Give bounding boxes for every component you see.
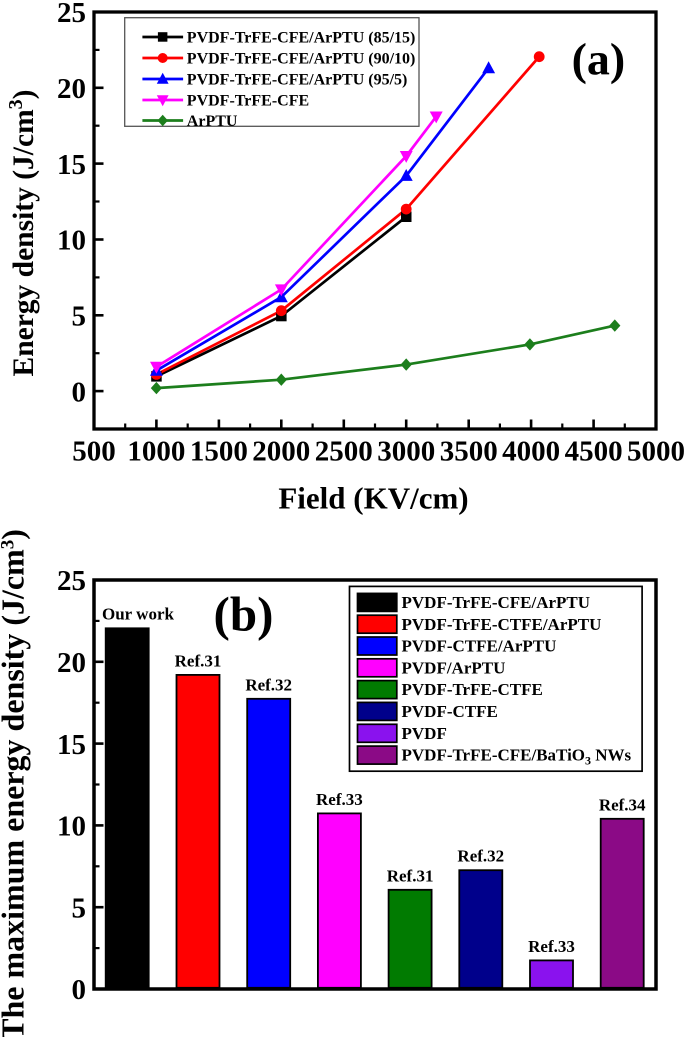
svg-text:The maximum energy density (J/: The maximum energy density (J/cm3) (0, 529, 31, 1037)
svg-text:10: 10 (57, 811, 86, 843)
svg-text:3500: 3500 (440, 436, 498, 468)
svg-text:PVDF/ArPTU: PVDF/ArPTU (402, 658, 506, 677)
svg-text:PVDF-TrFE-CTFE/ArPTU: PVDF-TrFE-CTFE/ArPTU (402, 615, 602, 634)
svg-text:Ref.32: Ref.32 (457, 847, 504, 866)
svg-text:3000: 3000 (377, 436, 435, 468)
svg-text:Ref.34: Ref.34 (599, 795, 646, 814)
svg-text:2500: 2500 (315, 436, 373, 468)
svg-text:ArPTU: ArPTU (187, 113, 238, 130)
svg-text:5: 5 (72, 892, 87, 924)
svg-text:PVDF-CTFE: PVDF-CTFE (402, 702, 498, 721)
svg-text:PVDF-TrFE-CTFE: PVDF-TrFE-CTFE (402, 680, 543, 699)
svg-text:Ref.32: Ref.32 (245, 675, 292, 694)
svg-text:4000: 4000 (502, 436, 560, 468)
svg-text:PVDF-TrFE-CFE/ArPTU: PVDF-TrFE-CFE/ArPTU (402, 593, 591, 612)
svg-text:Energy density (J/cm3): Energy density (J/cm3) (5, 90, 40, 377)
svg-text:(a): (a) (572, 34, 626, 85)
svg-text:25: 25 (57, 0, 86, 29)
svg-text:PVDF-TrFE-CFE/ArPTU (90/10): PVDF-TrFE-CFE/ArPTU (90/10) (187, 51, 416, 68)
svg-text:0: 0 (72, 376, 87, 408)
svg-text:PVDF-CTFE/ArPTU: PVDF-CTFE/ArPTU (402, 637, 557, 656)
svg-text:5000: 5000 (627, 436, 685, 468)
svg-text:15: 15 (57, 149, 86, 181)
svg-text:5: 5 (72, 301, 87, 333)
svg-text:PVDF-TrFE-CFE/ArPTU (85/15): PVDF-TrFE-CFE/ArPTU (85/15) (187, 30, 416, 47)
svg-text:20: 20 (57, 647, 86, 679)
svg-text:500: 500 (72, 436, 116, 468)
svg-text:0: 0 (72, 974, 87, 1006)
svg-text:1000: 1000 (127, 436, 185, 468)
svg-text:Ref.31: Ref.31 (387, 866, 434, 885)
svg-text:PVDF: PVDF (402, 724, 447, 743)
svg-text:Field (KV/cm): Field (KV/cm) (278, 481, 468, 516)
svg-text:PVDF-TrFE-CFE/ArPTU (95/5): PVDF-TrFE-CFE/ArPTU (95/5) (187, 72, 408, 89)
svg-text:25: 25 (57, 565, 86, 597)
svg-text:20: 20 (57, 73, 86, 105)
svg-text:Ref.33: Ref.33 (316, 790, 363, 809)
svg-text:Ref.31: Ref.31 (175, 651, 222, 670)
svg-text:4500: 4500 (565, 436, 623, 468)
svg-text:Our work: Our work (102, 605, 174, 624)
svg-text:PVDF-TrFE-CFE: PVDF-TrFE-CFE (187, 93, 309, 110)
svg-text:(b): (b) (214, 587, 274, 642)
svg-text:10: 10 (57, 225, 86, 257)
svg-text:1500: 1500 (190, 436, 248, 468)
svg-text:2000: 2000 (252, 436, 310, 468)
svg-text:15: 15 (57, 729, 86, 761)
svg-text:PVDF-TrFE-CFE/BaTiO3 NWs: PVDF-TrFE-CFE/BaTiO3 NWs (402, 746, 632, 768)
svg-text:Ref.33: Ref.33 (528, 937, 575, 956)
